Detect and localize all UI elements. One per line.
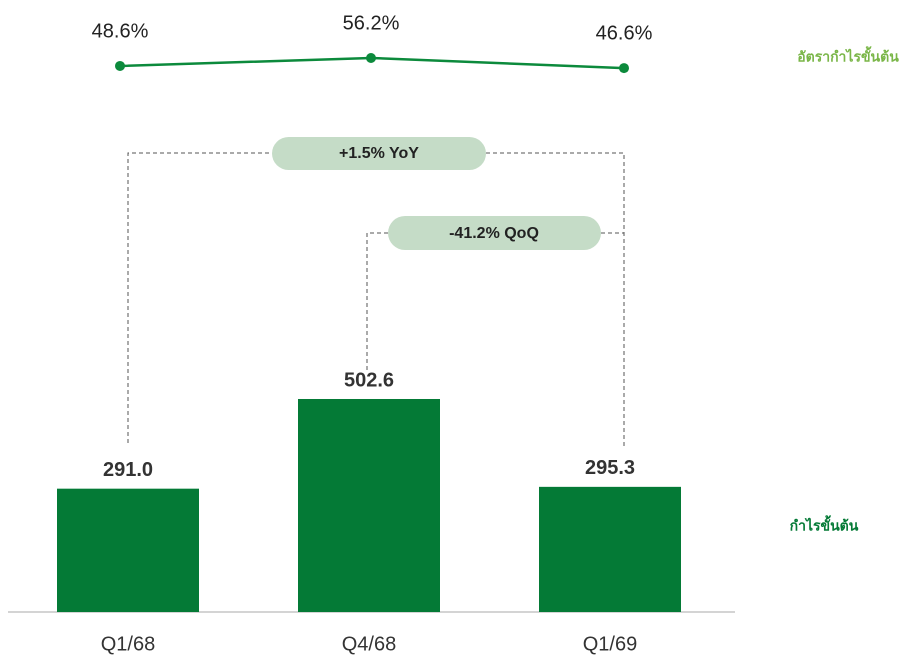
bar-value-label: 291.0 [103, 459, 153, 481]
bar [57, 488, 199, 612]
line-point [619, 63, 629, 74]
line-point [115, 60, 125, 71]
line-point [366, 52, 376, 63]
yoy-bracket-left [127, 152, 272, 443]
x-tick-label: Q4/68 [342, 633, 396, 655]
line-value-label: 48.6% [92, 20, 149, 42]
qoq-bracket-left [366, 232, 388, 370]
legend-label: กำไรขั้นต้น [790, 515, 859, 534]
bar-value-label: 502.6 [344, 369, 394, 391]
yoy-pill [272, 137, 486, 170]
line-value-label: 56.2% [343, 12, 400, 34]
brackets [127, 152, 625, 447]
yoy-label: +1.5% YoY [339, 145, 419, 162]
line-value-label: 46.6% [596, 22, 653, 44]
x-tick-label: Q1/68 [101, 633, 155, 655]
legend-label: อัตรากำไรขั้นต้น [797, 46, 899, 65]
qoq-label: -41.2% QoQ [449, 225, 539, 242]
bar [298, 398, 440, 612]
bar-value-label: 295.3 [585, 457, 635, 479]
bar [539, 486, 681, 612]
yoy-bracket-right [486, 152, 625, 447]
x-tick-label: Q1/69 [583, 633, 637, 655]
qoq-pill [388, 216, 601, 250]
